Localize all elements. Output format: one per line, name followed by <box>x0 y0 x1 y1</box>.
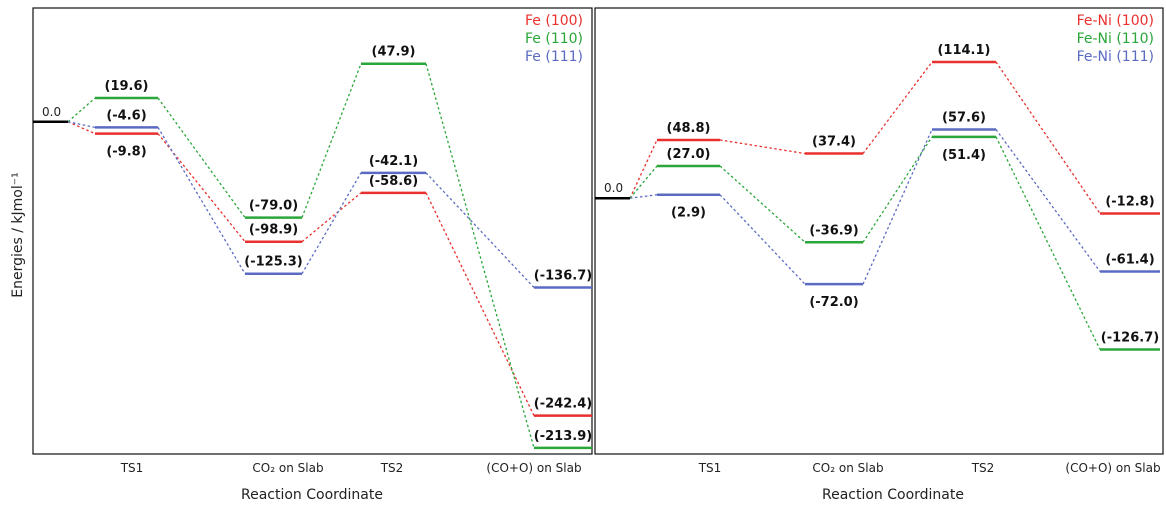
connector-line <box>67 121 96 135</box>
initial-level-label: 0.0 <box>604 181 623 195</box>
x-tick-label: CO₂ on Slab <box>252 461 323 475</box>
energy-value-label: (57.6) <box>942 110 986 125</box>
energy-value-label: (-72.0) <box>809 295 858 310</box>
connector-line <box>629 139 658 199</box>
connector-line <box>862 61 933 154</box>
energy-value-label: (-136.7) <box>534 269 592 284</box>
energy-value-label: (-61.4) <box>1105 253 1154 268</box>
legend-entry: Fe (100) <box>525 13 583 29</box>
x-tick-label: TS1 <box>698 461 722 475</box>
legend-entry: Fe-Ni (110) <box>1077 31 1154 47</box>
energy-value-label: (-42.1) <box>369 154 418 169</box>
connector-line <box>425 172 535 288</box>
energy-value-label: (2.9) <box>671 206 706 221</box>
energy-value-label: (-9.8) <box>106 145 146 160</box>
connector-line <box>862 129 933 285</box>
energy-value-label: (-242.4) <box>534 397 592 412</box>
connector-line <box>629 194 658 199</box>
connector-line <box>157 133 246 243</box>
connector-line <box>301 63 362 218</box>
connector-line <box>719 165 806 243</box>
connector-line <box>719 194 806 285</box>
x-tick-label: TS2 <box>380 461 404 475</box>
connector-line <box>67 121 96 129</box>
energy-value-label: (51.4) <box>942 148 986 163</box>
legend-entry: Fe (111) <box>525 49 583 65</box>
x-tick-label: CO₂ on Slab <box>812 461 883 475</box>
connector-line <box>157 127 246 275</box>
x-axis-label: Reaction Coordinate <box>822 487 964 503</box>
energy-value-label: (-79.0) <box>249 199 298 214</box>
connector-line <box>301 172 362 275</box>
y-axis-label: Energies / kJmol⁻¹ <box>10 172 26 297</box>
energy-value-label: (114.1) <box>937 43 990 58</box>
energy-value-label: (48.8) <box>667 121 711 136</box>
energy-value-label: (19.6) <box>105 79 149 94</box>
energy-value-label: (-213.9) <box>534 429 592 444</box>
connector-line <box>629 165 658 199</box>
energy-value-label: (-125.3) <box>244 255 302 270</box>
energy-value-label: (47.9) <box>372 45 416 60</box>
x-axis-label: Reaction Coordinate <box>241 487 383 503</box>
energy-value-label: (-4.6) <box>106 108 146 123</box>
x-tick-label: (CO+O) on Slab <box>486 461 581 475</box>
energy-value-label: (27.0) <box>667 147 711 162</box>
x-tick-label: TS2 <box>971 461 995 475</box>
plot-frame <box>32 7 593 455</box>
fe-energy-panel: 0.0 (-9.8) (-98.9) (-58.6) (-242.4) (19.6) (-7… <box>32 7 593 475</box>
connector-line <box>995 61 1101 214</box>
fe-ni-energy-panel: 0.0 (48.8) (37.4) (114.1) (-12.8) (27.0) (-36.… <box>594 7 1164 475</box>
connector-line <box>995 129 1101 272</box>
connector-line <box>157 97 246 218</box>
connector-line <box>425 63 535 449</box>
connector-line <box>67 97 96 123</box>
connector-line <box>862 136 933 243</box>
energy-value-label: (-58.6) <box>369 174 418 189</box>
energy-value-label: (-12.8) <box>1105 194 1154 209</box>
connector-line <box>995 136 1101 350</box>
energy-value-label: (-98.9) <box>249 223 298 238</box>
x-tick-label: (CO+O) on Slab <box>1065 461 1160 475</box>
legend-entry: Fe-Ni (111) <box>1077 49 1154 65</box>
legend-entry: Fe (110) <box>525 31 583 47</box>
legend-entry: Fe-Ni (100) <box>1077 13 1154 29</box>
energy-value-label: (-36.9) <box>809 223 858 238</box>
energy-value-label: (37.4) <box>812 135 856 150</box>
energy-value-label: (-126.7) <box>1101 330 1159 345</box>
initial-level-label: 0.0 <box>42 105 61 119</box>
x-tick-label: TS1 <box>120 461 144 475</box>
connector-line <box>301 192 362 243</box>
connector-line <box>425 192 535 416</box>
plot-frame <box>594 7 1164 455</box>
connector-line <box>719 139 806 155</box>
